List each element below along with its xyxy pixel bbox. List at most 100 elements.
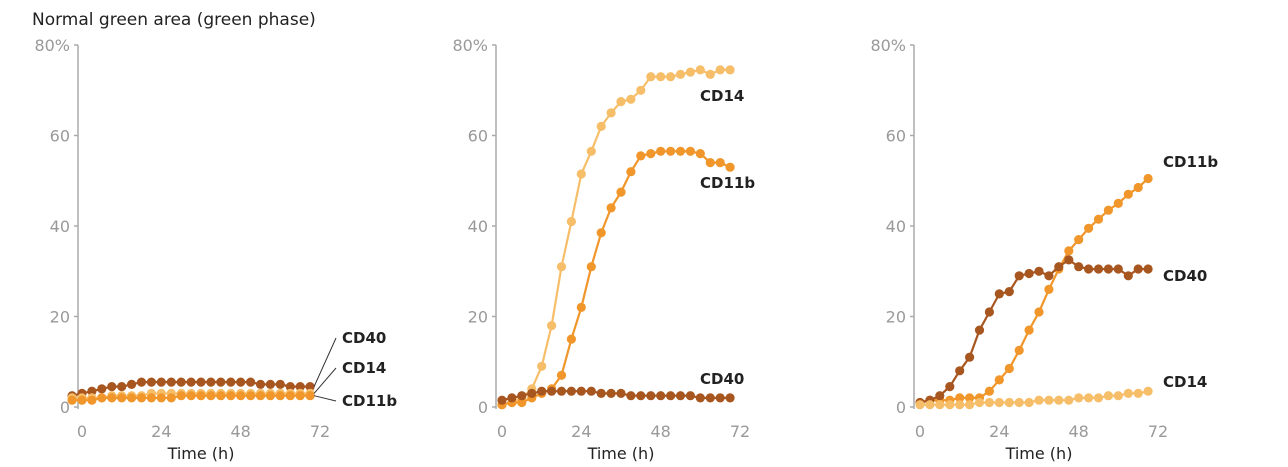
y-tick-label: 80% bbox=[870, 36, 906, 55]
data-point bbox=[955, 366, 965, 376]
y-tick-label: 0 bbox=[60, 398, 70, 417]
x-tick-label: 0 bbox=[77, 422, 87, 441]
x-tick-label: 24 bbox=[151, 422, 171, 441]
data-point bbox=[965, 393, 975, 403]
data-point bbox=[646, 72, 656, 82]
data-point bbox=[246, 377, 256, 387]
data-point bbox=[1084, 393, 1094, 403]
x-tick-label: 48 bbox=[1068, 422, 1088, 441]
data-point bbox=[117, 382, 127, 392]
data-point bbox=[646, 391, 656, 401]
data-point bbox=[1004, 363, 1014, 374]
data-point bbox=[1034, 307, 1044, 317]
data-point bbox=[127, 393, 137, 403]
data-point bbox=[1044, 395, 1054, 405]
data-point bbox=[576, 169, 586, 179]
data-point bbox=[285, 391, 295, 401]
data-point bbox=[945, 400, 955, 410]
data-point bbox=[265, 379, 275, 389]
x-tick-label: 72 bbox=[1148, 422, 1168, 441]
chart-panel-1: 0 20 40 60 80% 0 24 48 72 Time (h) CD40 CD14 CD11b bbox=[34, 36, 397, 463]
data-point bbox=[675, 391, 686, 401]
data-point bbox=[636, 391, 646, 401]
y-tick-label: 80% bbox=[452, 36, 488, 55]
data-point bbox=[186, 377, 196, 387]
data-point bbox=[935, 400, 945, 410]
data-point bbox=[994, 397, 1004, 408]
data-point bbox=[586, 262, 596, 272]
series-cd40 bbox=[67, 377, 315, 401]
data-point bbox=[705, 158, 715, 168]
data-point bbox=[586, 146, 596, 156]
y-tick-label: 60 bbox=[886, 127, 906, 146]
data-point bbox=[97, 384, 107, 394]
data-point bbox=[1123, 189, 1133, 199]
data-point bbox=[67, 395, 77, 405]
y-tick-label: 80% bbox=[34, 36, 70, 55]
x-tick-label: 24 bbox=[989, 422, 1009, 441]
series-cd14 bbox=[915, 386, 1153, 410]
data-point bbox=[236, 391, 246, 401]
data-point bbox=[685, 67, 696, 77]
series-cd11b bbox=[497, 146, 735, 410]
data-point bbox=[1143, 264, 1153, 274]
data-point bbox=[994, 375, 1004, 385]
data-point bbox=[1024, 397, 1034, 408]
data-point bbox=[636, 85, 646, 95]
data-point bbox=[166, 393, 176, 403]
data-point bbox=[1014, 397, 1024, 408]
data-point bbox=[925, 400, 935, 410]
data-point bbox=[87, 395, 97, 405]
data-point bbox=[1084, 223, 1094, 233]
x-tick-label: 48 bbox=[230, 422, 250, 441]
series-label-cd14: CD14 bbox=[700, 87, 744, 105]
data-point bbox=[1074, 393, 1084, 403]
data-point bbox=[77, 395, 87, 405]
series-line bbox=[920, 390, 1149, 406]
data-point bbox=[656, 146, 666, 156]
data-point bbox=[216, 391, 226, 401]
data-point bbox=[685, 391, 696, 401]
data-point bbox=[537, 386, 547, 396]
data-point bbox=[974, 397, 985, 408]
data-point bbox=[295, 391, 305, 401]
data-point bbox=[517, 397, 527, 408]
data-point bbox=[656, 72, 666, 82]
data-point bbox=[1123, 271, 1133, 281]
y-tick-label: 20 bbox=[886, 308, 906, 327]
data-point bbox=[616, 388, 626, 398]
data-point bbox=[646, 149, 656, 159]
data-point bbox=[1034, 395, 1044, 405]
data-point bbox=[87, 386, 97, 396]
data-point bbox=[675, 146, 686, 156]
data-point bbox=[1044, 284, 1054, 294]
series-cd40 bbox=[915, 255, 1153, 408]
data-point bbox=[566, 334, 577, 344]
data-point bbox=[566, 386, 577, 396]
data-point bbox=[1113, 391, 1123, 401]
data-point bbox=[715, 65, 725, 75]
data-point bbox=[705, 393, 715, 403]
data-point bbox=[695, 393, 705, 403]
series-label-cd11b: CD11b bbox=[1163, 153, 1218, 171]
series-cd14 bbox=[497, 65, 735, 410]
data-point bbox=[517, 391, 527, 401]
label-leader-line bbox=[313, 337, 337, 387]
series-label-cd40: CD40 bbox=[700, 370, 744, 388]
y-tick-label: 20 bbox=[468, 308, 488, 327]
data-point bbox=[1103, 391, 1113, 401]
x-axis-label: Time (h) bbox=[167, 444, 235, 463]
data-point bbox=[1064, 255, 1074, 265]
data-point bbox=[606, 108, 616, 118]
series-line bbox=[919, 177, 1149, 404]
data-point bbox=[186, 391, 196, 401]
data-point bbox=[97, 393, 107, 403]
data-point bbox=[136, 377, 147, 387]
data-point bbox=[606, 203, 616, 213]
y-tick-label: 0 bbox=[478, 398, 488, 417]
series-line bbox=[501, 68, 731, 406]
series-line bbox=[501, 150, 731, 406]
data-point bbox=[616, 97, 626, 107]
data-point bbox=[146, 393, 156, 403]
